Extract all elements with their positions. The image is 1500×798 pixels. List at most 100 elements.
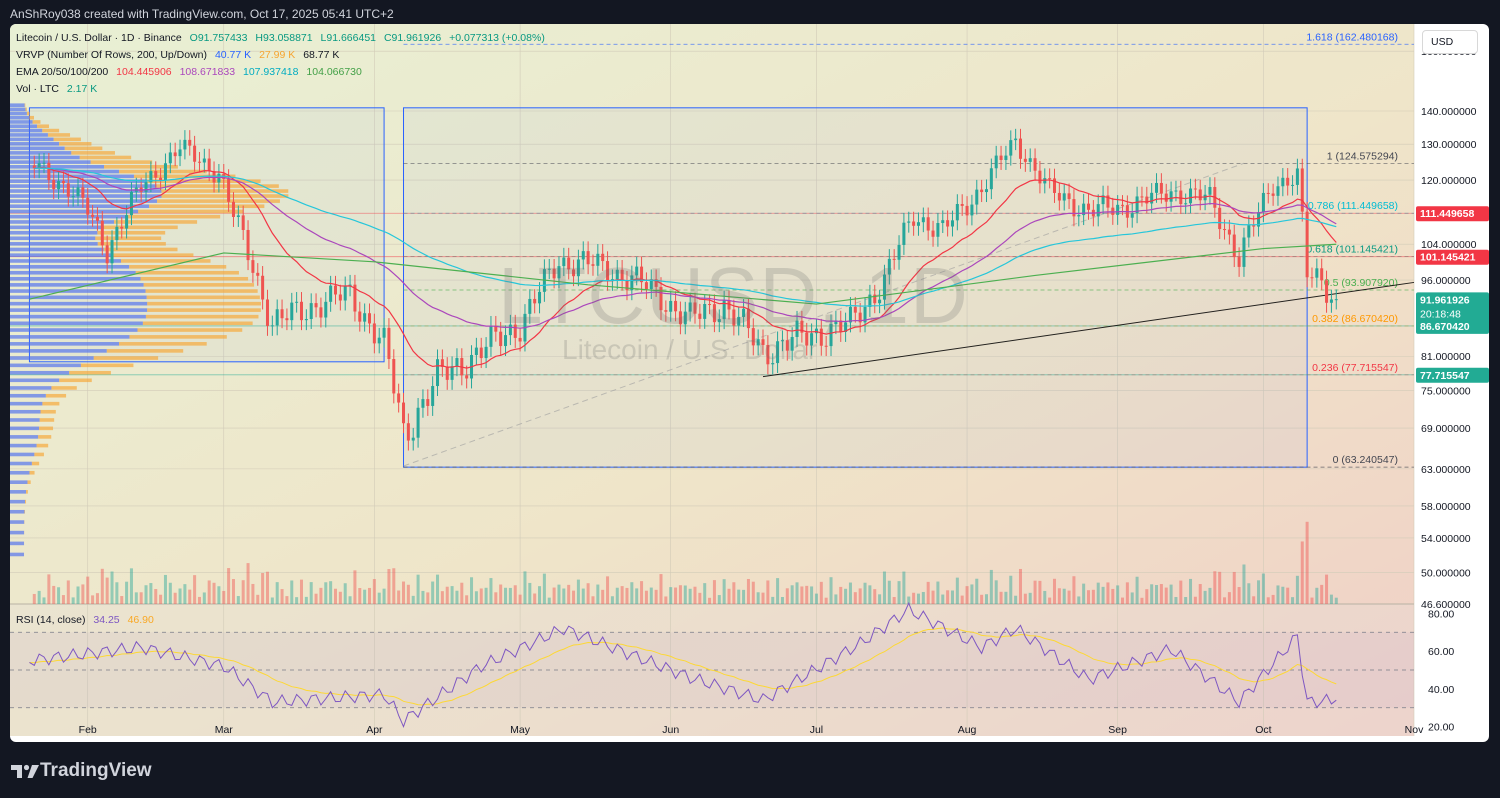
time-tick-label: Jul	[810, 724, 823, 736]
candle-body	[931, 230, 935, 237]
candle-body	[295, 301, 299, 303]
volume-bar	[1086, 590, 1091, 604]
vrvp-up-bar	[10, 225, 104, 230]
vrvp-down-bar	[129, 335, 227, 339]
legend-vrvp-row[interactable]: VRVP (Number Of Rows, 200, Up/Down) 40.7…	[16, 49, 344, 61]
volume-bar	[66, 580, 70, 604]
candle-body	[941, 220, 945, 224]
volume-bar	[499, 584, 503, 604]
vrvp-up-bar	[10, 520, 25, 524]
candle-body	[518, 337, 522, 342]
volume-bar	[897, 581, 901, 604]
vrvp-up-bar	[10, 295, 147, 300]
volume-bar	[173, 592, 177, 604]
vrvp-down-bar	[90, 160, 153, 164]
volume-bar	[188, 589, 192, 604]
volume-bar	[610, 596, 614, 604]
vrvp-up-bar	[10, 418, 40, 422]
volume-bar	[358, 588, 362, 604]
volume-bar	[615, 587, 619, 604]
candle-body	[635, 266, 639, 276]
volume-bar	[61, 595, 65, 604]
currency-button[interactable]: USD	[1422, 30, 1478, 54]
vrvp-down-bar	[45, 393, 67, 398]
volume-bar	[810, 586, 814, 604]
candle-body	[1150, 192, 1154, 204]
volume-bar	[1252, 596, 1256, 604]
volume-bar	[1111, 588, 1115, 604]
candle-body	[1111, 207, 1115, 215]
legend-rsi-row[interactable]: RSI (14, close) 34.25 46.90	[16, 614, 159, 626]
volume-bar	[1193, 596, 1197, 604]
vrvp-up-bar	[10, 199, 158, 203]
volume-bar	[465, 595, 469, 604]
candle-body	[256, 272, 260, 276]
volume-bar	[567, 584, 571, 604]
candle-body	[1033, 158, 1037, 171]
candle-body	[329, 285, 333, 302]
volume-bar	[377, 592, 381, 604]
volume-bar	[197, 596, 201, 604]
volume-bar	[1237, 587, 1241, 604]
vrvp-up-bar	[10, 155, 80, 160]
volume-bar	[882, 571, 886, 604]
candle-body	[1062, 193, 1066, 201]
volume-bar	[1334, 597, 1338, 604]
candle-body	[1048, 178, 1052, 180]
candle-body	[270, 325, 274, 327]
volume-bar	[552, 587, 556, 604]
volume-bar	[470, 577, 474, 604]
volume-bar	[372, 579, 376, 604]
legend-symbol-row[interactable]: Litecoin / U.S. Dollar · 1D · Binance O9…	[16, 32, 550, 44]
candle-body	[1009, 140, 1013, 156]
footer-brand: TradingView	[40, 760, 152, 781]
volume-bar	[878, 594, 882, 604]
volume-bar	[455, 590, 459, 604]
candle-body	[275, 309, 279, 326]
candle-body	[66, 183, 70, 197]
fib-level-label: 0.5 (93.907920)	[1324, 277, 1398, 289]
vrvp-up-bar	[10, 349, 107, 353]
volume-bar	[581, 588, 585, 604]
vrvp-down-bar	[34, 452, 44, 457]
vrvp-down-bar	[59, 142, 92, 146]
symbol-watermark-subtitle: Litecoin / U.S. Dollar	[562, 334, 818, 365]
candle-body	[100, 220, 104, 246]
candle-body	[1252, 225, 1256, 227]
vrvp-up-bar	[10, 552, 25, 557]
candle-body	[319, 307, 323, 318]
volume-bar	[110, 571, 114, 604]
vrvp-up-bar	[10, 409, 41, 414]
candle-body	[1193, 188, 1197, 190]
chart-canvas[interactable]: 1.618 (162.480168) 1 (124.575294) 0.786 (1…	[10, 24, 1489, 742]
candle-body	[125, 215, 129, 229]
vrvp-up-bar	[10, 342, 120, 346]
volume-bar	[382, 588, 386, 604]
volume-bar	[299, 579, 303, 604]
time-tick-label: Sep	[1108, 724, 1127, 736]
candle-body	[630, 275, 634, 291]
vrvp-down-bar	[53, 137, 81, 142]
price-label: 86.670420	[1420, 321, 1470, 333]
candle-body	[37, 163, 41, 169]
volume-bar	[1062, 588, 1066, 604]
candle-body	[309, 303, 313, 320]
candle-body	[975, 189, 979, 205]
candle-body	[1096, 204, 1100, 217]
vrvp-up-bar	[10, 111, 27, 116]
volume-bar	[984, 594, 988, 604]
vrvp-up-bar	[10, 283, 144, 287]
legend-ema-row[interactable]: EMA 20/50/100/200 104.445906 108.671833 …	[16, 66, 367, 78]
legend-vrvp-down: 27.99 K	[259, 49, 296, 61]
legend-volume-row[interactable]: Vol · LTC 2.17 K	[16, 83, 102, 95]
time-tick-label: May	[510, 724, 531, 736]
vrvp-up-bar	[10, 209, 139, 214]
vrvp-down-bar	[39, 418, 55, 422]
vrvp-up-bar	[10, 314, 146, 319]
volume-bar	[1038, 580, 1042, 604]
candle-body	[416, 407, 420, 438]
volume-bar	[1116, 585, 1120, 604]
vrvp-down-bar	[93, 356, 159, 360]
volume-bar	[261, 573, 265, 604]
candle-body	[285, 318, 289, 321]
